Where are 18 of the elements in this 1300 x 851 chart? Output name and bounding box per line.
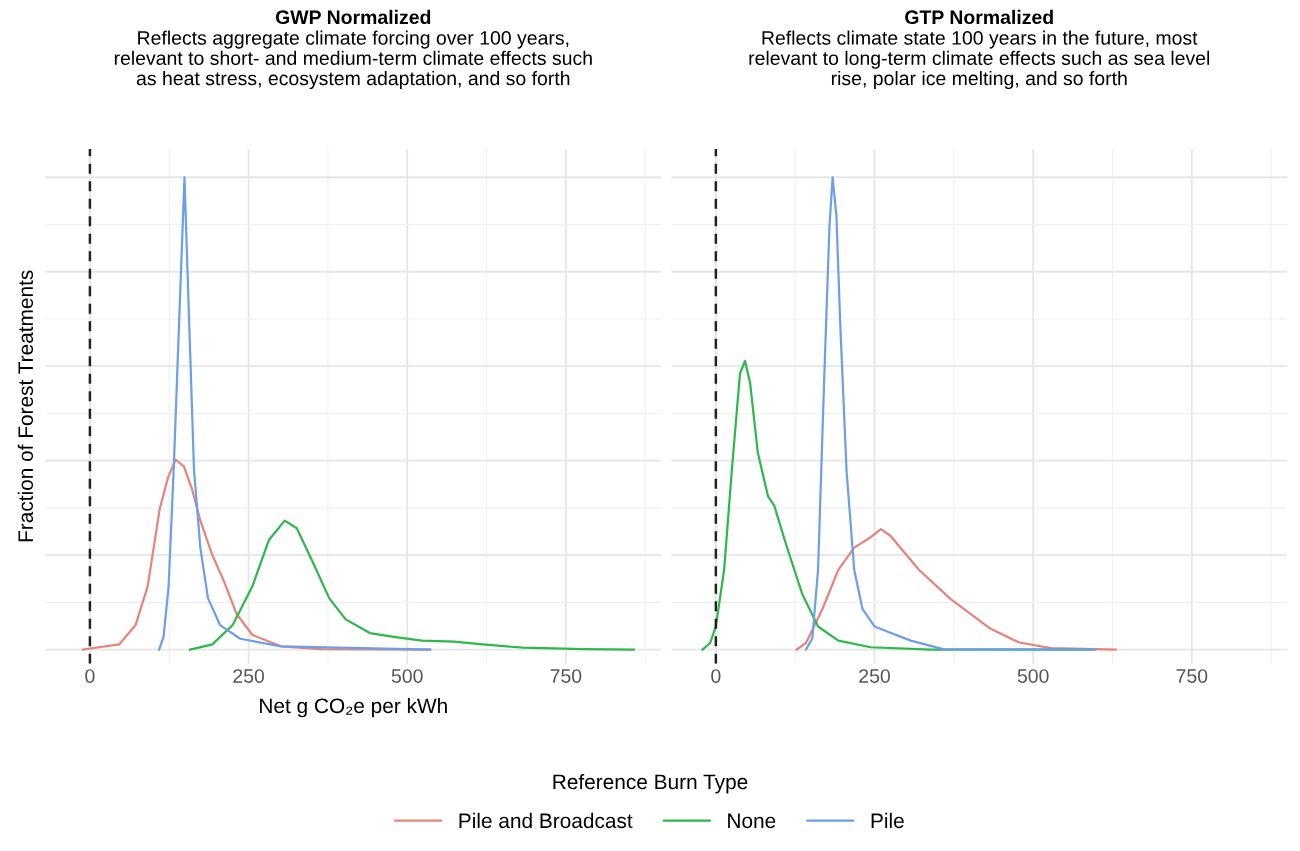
x-tick-label: 250 (859, 669, 890, 683)
x-axis-title: Net g CO₂e per kWh (260, 697, 447, 718)
x-tick-label: 750 (550, 669, 582, 683)
y-axis-title: Fraction of Forest Treatments (17, 270, 34, 542)
x-tick-label: 500 (1017, 669, 1049, 683)
x-tick-label: 0 (711, 669, 721, 683)
x-tick-label: 750 (1176, 669, 1208, 683)
chart-title: GWP Normalized (275, 9, 431, 25)
chart-title: GTP Normalized (905, 9, 1053, 25)
legend-label: None (728, 813, 776, 829)
x-tick-label: 0 (85, 669, 95, 683)
x-tick-label: 250 (233, 669, 265, 683)
chart-subtitle: Reflects climate state 100 years in the future, most relevant to long-term climate effects such as sea level rise, polar ice melting, and so forth (749, 30, 1210, 90)
legend-label: Pile and Broadcast (459, 812, 633, 829)
x-tick-label: 500 (391, 669, 423, 683)
chart-subtitle: Reflects aggregate climate forcing over 100 years, relevant to short- and medium-term climate effects such as heat stress, ecosystem adaptation, and so forth (114, 30, 592, 90)
legend-title: Reference Burn Type (553, 773, 748, 794)
legend-label: Pile (871, 812, 904, 829)
